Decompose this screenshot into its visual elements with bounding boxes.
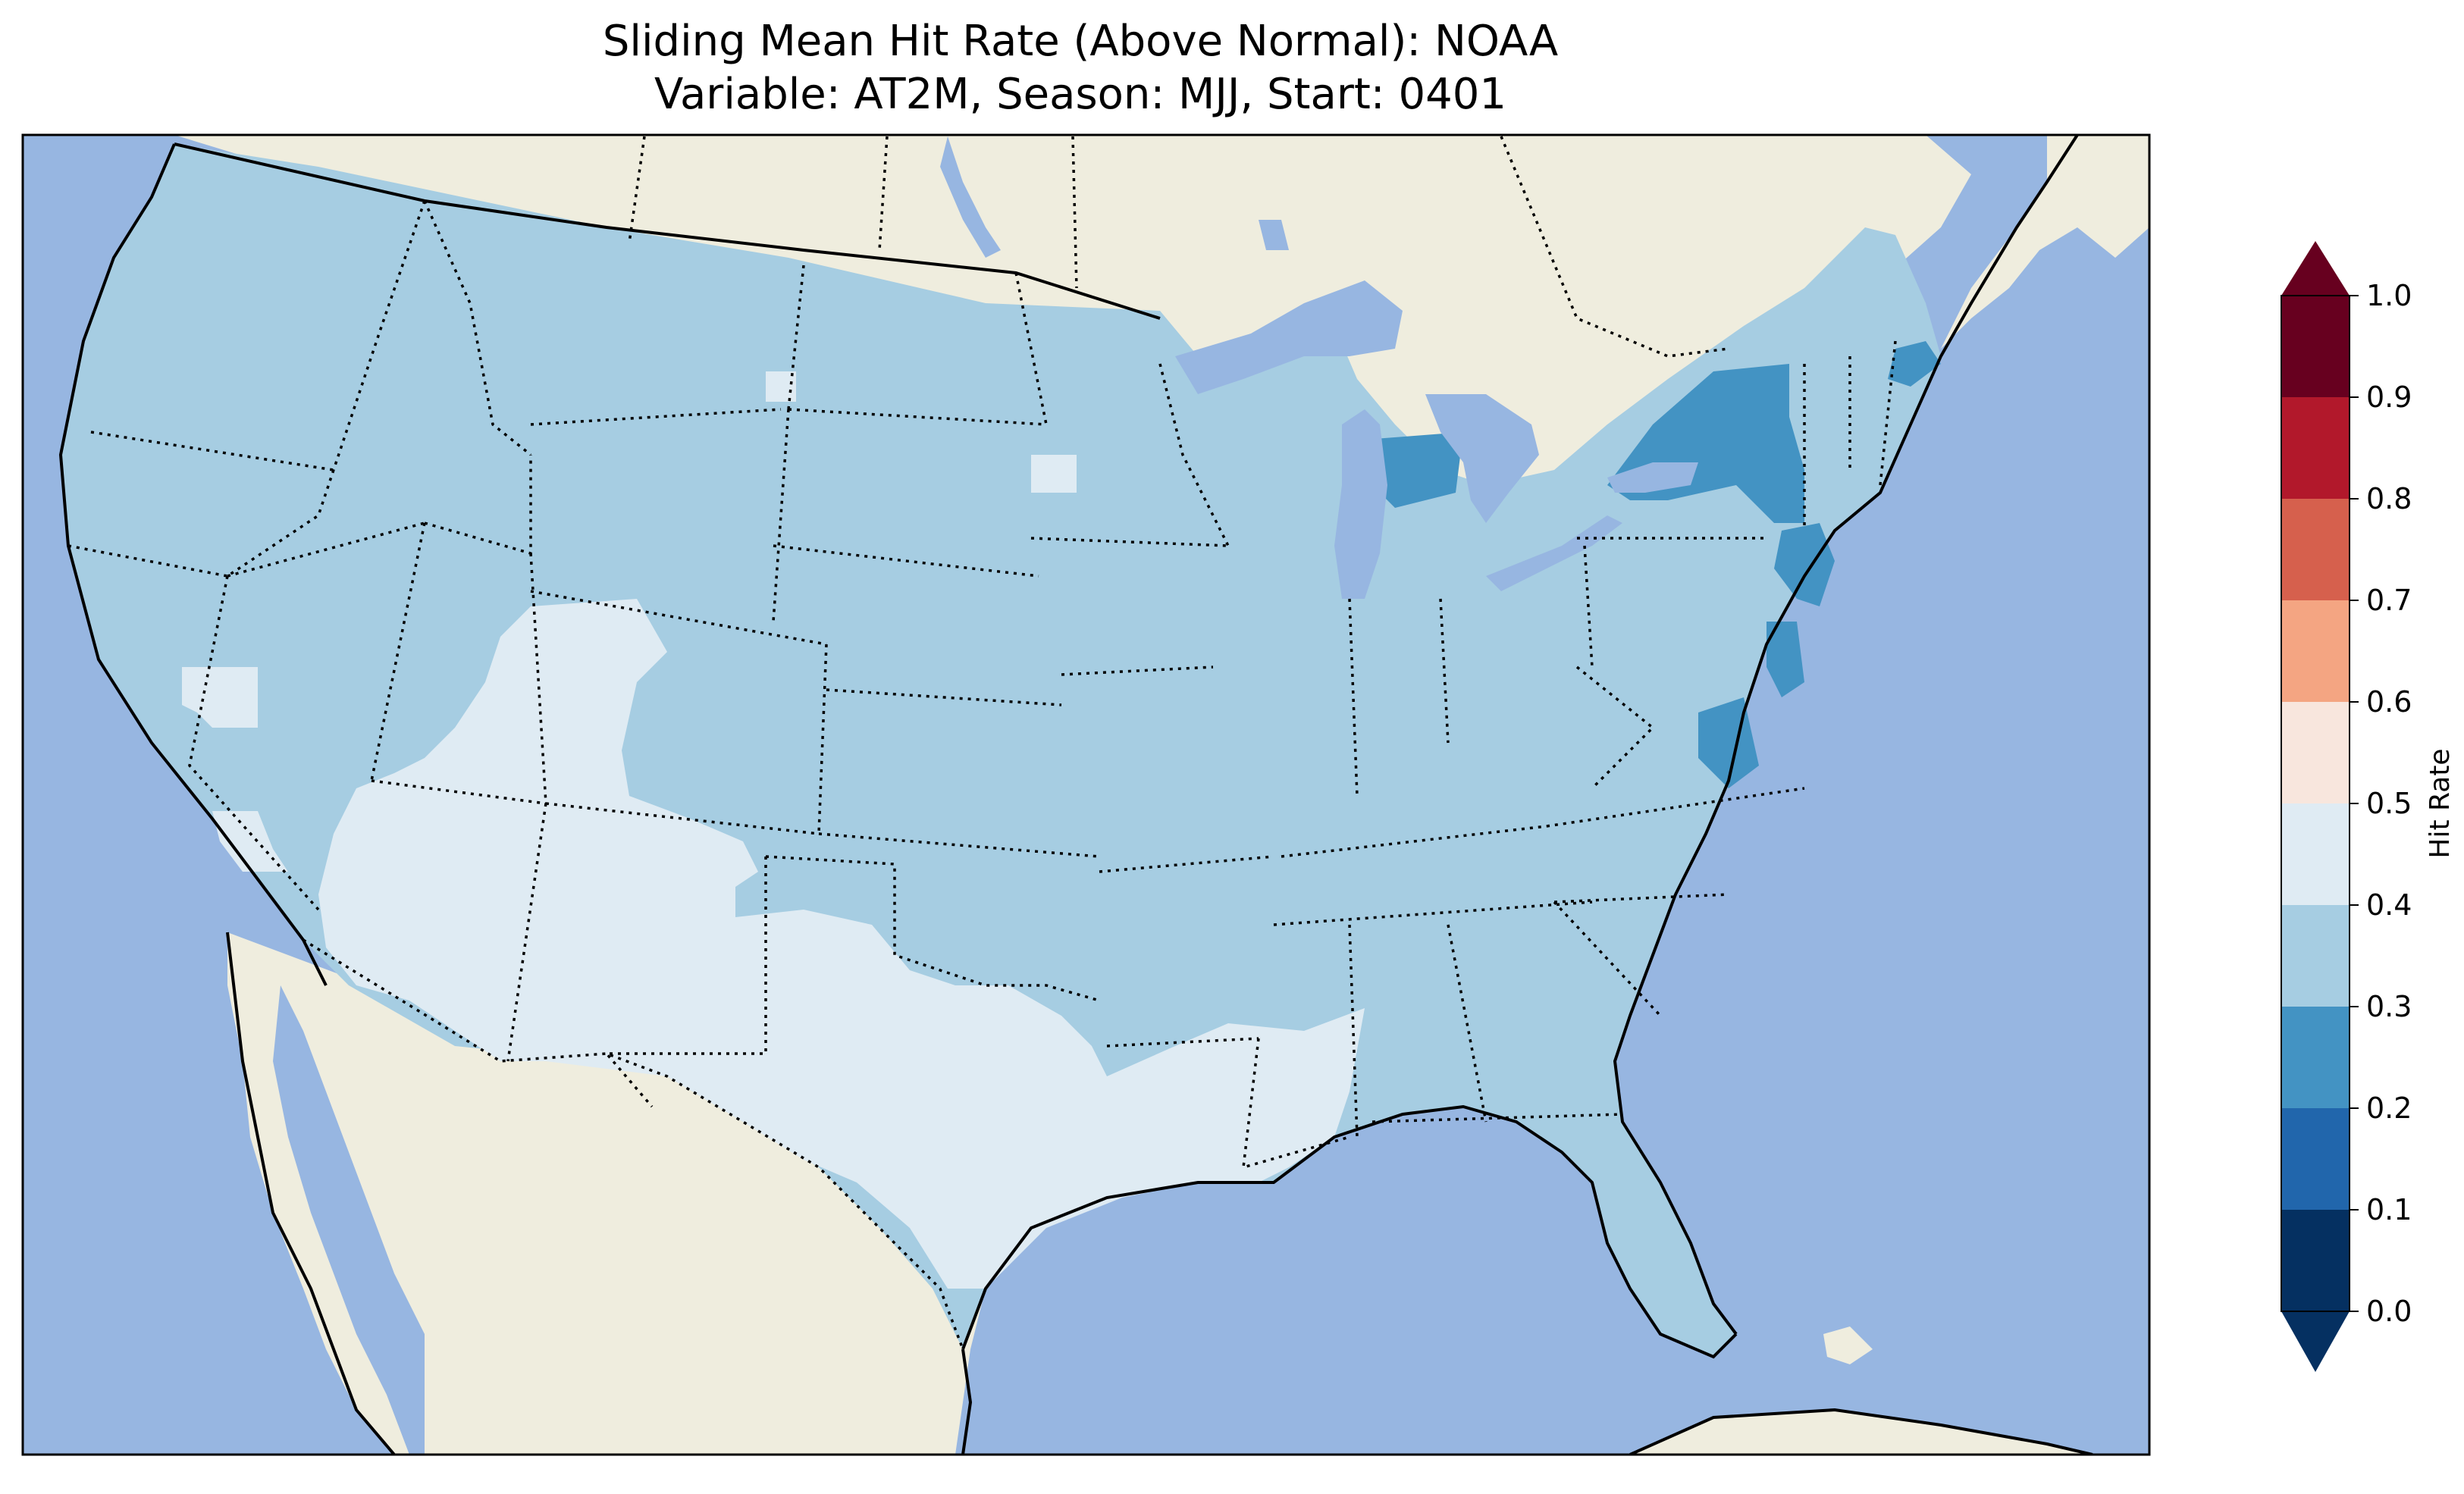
border-ar-la [1106,1037,1259,1048]
nj-patch-0.2-0.3 [1774,523,1835,606]
border-ms-al [1348,924,1359,1138]
colorbar-tick-label: 0.4 [2366,888,2412,922]
border-id-nv [227,521,425,578]
us-mexico-border [303,938,964,1350]
border-ne-states [1803,340,1897,531]
colorbar-bin-5 [2281,702,2350,803]
border-ks-ok [818,832,1100,858]
border-nd-mn [1014,272,1048,425]
colorbar-extend-high [2281,241,2350,296]
border-oh-pa [1583,545,1594,668]
border-wy-co [530,590,827,646]
colorbar-tick-label: 0.7 [2366,584,2412,617]
border-ca-nv [188,575,320,911]
california-patch-0.4-0.5 [182,667,258,728]
border-sc-ga [1553,900,1662,1017]
colorbar-tick-label: 0.1 [2366,1193,2412,1226]
border-mn-wi [1158,363,1230,547]
border-ok-tx [765,855,1100,1002]
lake-michigan [1334,409,1387,599]
atlantic-coast [1613,135,2079,1336]
lake-huron [1425,394,1539,523]
border-az-nm [506,803,547,1062]
virginia-patch-0.2-0.3 [1698,697,1759,788]
colorbar-tick-label: 0.8 [2366,482,2412,515]
colorbar-extend-low [2281,1311,2350,1372]
lake-erie [1486,515,1622,591]
coastlines [58,135,2093,1455]
southern-california-patch-0.4-0.5 [212,811,288,872]
state-borders [67,136,1897,1170]
border-ia-mo [1061,666,1214,676]
pacific-coast [58,143,328,986]
southwest-hit-rate-0.4-0.5 [318,599,1365,1289]
colorbar-tick-label: 0.3 [2366,990,2412,1023]
canadian-lake [940,136,1001,258]
border-wy-sd [772,409,790,622]
colorbar-tick-label: 0.2 [2366,1092,2412,1125]
lake-ontario [1607,462,1698,493]
border-mt-wy [530,408,782,426]
montana-patch-0.4-0.5 [766,371,796,402]
colorbar-bin-3 [2281,905,2350,1007]
mexico-gulf-coast [961,1348,973,1455]
colorbar-bin-2 [2281,1007,2350,1108]
border-wa-id [332,200,426,471]
border-tn-ky [1281,825,1547,858]
border-al-ga [1447,924,1487,1123]
border-nm-tx [603,857,767,1108]
colorbar-bin-8 [2281,397,2350,499]
delmarva-patch-0.2-0.3 [1766,622,1804,697]
colorbar-tick-label: 0.6 [2366,685,2412,719]
colorbar-bin-4 [2281,803,2350,905]
bahamas-land [1823,1326,1873,1364]
border-ne-ks [826,688,1062,706]
colorbar-bin-9 [2281,296,2350,397]
canadian-lake-2 [1259,220,1289,250]
cuba-land [1630,1410,2093,1455]
colorbar-tick-label: 0.5 [2366,787,2412,820]
colorbar-bin-6 [2281,600,2350,702]
gulf-of-california [273,985,425,1455]
border-nv-ut [370,522,426,781]
lake-superior [1175,280,1403,394]
border-id-mt [423,200,532,456]
colorbar-label: Hit Rate [2425,748,2456,858]
map-title-line-2: Variable: AT2M, Season: MJJ, Start: 0401 [654,70,1506,119]
us-canada-border [174,143,1161,320]
gulf-coast [961,1104,1738,1359]
maine-patch-0.2-0.3 [1888,341,1941,387]
baja-coast [226,932,396,1455]
border-ga-fl [1372,1113,1623,1123]
north-dakota-patch-0.4-0.5 [1031,455,1077,493]
colorbar-bin-0 [2281,1210,2350,1311]
colorbar-tick-label: 1.0 [2366,279,2412,312]
border-nd-sd [788,408,1047,426]
colorbar-tick-label: 0.0 [2366,1295,2412,1328]
colorbar-bin-7 [2281,499,2350,600]
border-or-ca [67,544,228,578]
map-title-line-1: Sliding Mean Hit Rate (Above Normal): NO… [602,17,1559,66]
colorbar-tick-label: 0.9 [2366,381,2412,414]
border-ut-co [529,553,547,804]
map-frame [21,133,2151,1456]
border-va-nc [1546,787,1805,828]
border-sd-ne [773,544,1039,578]
colorbar-bin-1 [2281,1108,2350,1210]
border-la-ms [1241,1038,1350,1170]
cuba-coast [1629,1408,2093,1455]
michigan-patch-0.2-0.3 [1365,432,1463,508]
border-tn-south [1273,900,1593,926]
maritimes-land [1941,135,2149,349]
